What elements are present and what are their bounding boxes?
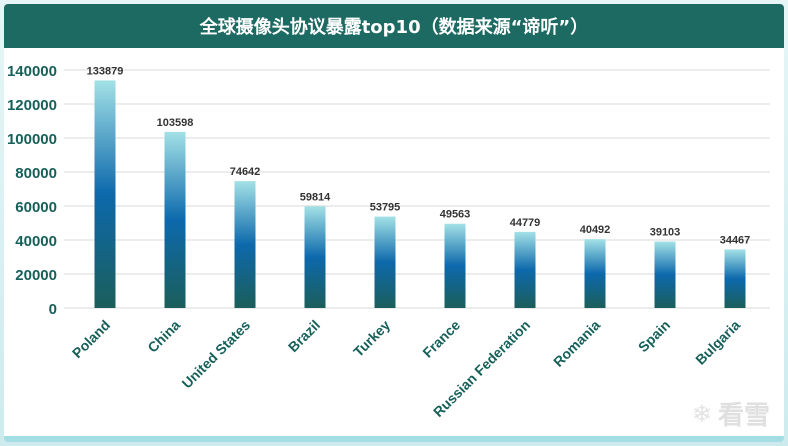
y-tick-label: 60000 (15, 199, 57, 216)
x-tick-label: Turkey (350, 317, 393, 360)
x-tick-label: Spain (635, 317, 673, 355)
data-label: 39103 (650, 227, 681, 239)
x-tick-label: Bulgaria (692, 317, 743, 368)
watermark: ❄ 看雪 (692, 395, 770, 432)
y-tick-label: 20000 (15, 267, 57, 284)
y-tick-label: 140000 (7, 63, 57, 80)
data-label: 133879 (87, 65, 124, 77)
data-label: 74642 (230, 166, 261, 178)
bar (304, 206, 326, 308)
snowflake-icon: ❄ (691, 399, 712, 428)
bar (584, 239, 606, 308)
chart-title: 全球摄像头协议暴露top10（数据来源“谛听”） (4, 4, 784, 48)
y-tick-label: 100000 (7, 131, 57, 148)
y-tick-label: 40000 (15, 233, 57, 250)
bar (164, 131, 186, 308)
data-label: 53795 (370, 202, 401, 214)
chart-frame: 全球摄像头协议暴露top10（数据来源“谛听”） (4, 4, 784, 442)
bar (444, 223, 466, 308)
bars (94, 80, 746, 308)
y-tick-label: 120000 (7, 97, 57, 114)
bar (654, 241, 676, 308)
x-tick-label: Poland (69, 317, 113, 361)
bar (724, 249, 746, 308)
x-tick-label: Brazil (285, 317, 323, 355)
y-tick-label: 80000 (15, 165, 57, 182)
x-tick-label: France (419, 317, 463, 361)
bar (234, 181, 256, 308)
watermark-text: 看雪 (717, 401, 770, 431)
bar (374, 216, 396, 308)
data-label: 40492 (580, 224, 611, 236)
y-tick-label: 0 (49, 301, 57, 318)
data-label: 44779 (510, 217, 541, 229)
data-label: 49563 (440, 209, 471, 221)
x-tick-label: United States (179, 317, 254, 392)
bottom-accent-bar (4, 436, 784, 442)
y-axis: 0 20000 40000 60000 80000 100000 120000 140000 (7, 63, 57, 318)
data-label: 59814 (300, 191, 331, 203)
data-label: 103598 (157, 117, 194, 129)
x-tick-label: China (144, 317, 183, 356)
data-labels: 133879 103598 74642 59814 53795 49563 44779 404… (87, 65, 751, 246)
x-tick-label: Romania (550, 317, 603, 370)
data-label: 34467 (720, 234, 751, 246)
bar (514, 231, 536, 308)
bar (94, 80, 116, 308)
